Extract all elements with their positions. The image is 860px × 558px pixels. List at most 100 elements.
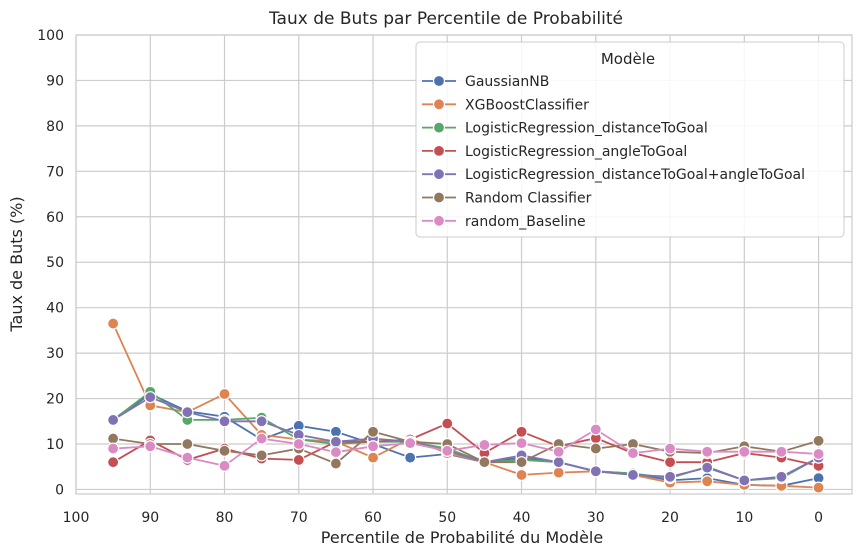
data-point xyxy=(626,446,640,460)
legend-marker xyxy=(432,191,446,204)
legend-entry: LogisticRegression_distanceToGoal+angleT… xyxy=(422,167,805,183)
y-tick-label: 50 xyxy=(46,255,64,271)
x-tick-label: 90 xyxy=(141,510,159,526)
legend-marker xyxy=(432,74,446,88)
legend-entry: LogisticRegression_angleToGoal xyxy=(422,144,687,160)
y-tick-label: 60 xyxy=(46,210,64,226)
y-tick-label: 90 xyxy=(46,73,64,89)
data-point xyxy=(218,459,231,472)
y-tick-labels: 0 10 20 30 40 50 60 70 80 90 100 xyxy=(37,28,64,498)
data-point xyxy=(441,417,454,430)
legend-entry: LogisticRegression_distanceToGoal xyxy=(422,121,708,137)
data-point xyxy=(663,442,677,455)
data-point xyxy=(255,449,268,462)
data-point xyxy=(738,445,751,458)
series-line xyxy=(112,422,819,467)
data-point xyxy=(255,432,268,445)
data-point xyxy=(812,447,825,461)
legend-marker xyxy=(432,98,446,111)
data-point xyxy=(515,456,528,469)
data-point xyxy=(626,468,640,482)
data-point xyxy=(107,442,120,455)
data-point xyxy=(144,391,157,404)
data-point xyxy=(738,474,751,487)
data-point xyxy=(775,470,788,483)
data-point xyxy=(181,437,194,451)
x-tick-label: 0 xyxy=(814,510,823,526)
legend-entry: Random Classifier xyxy=(422,191,592,207)
x-tick-label: 30 xyxy=(587,510,605,526)
data-point xyxy=(552,466,565,479)
x-tick-labels: 100 90 80 70 60 50 40 30 20 10 0 xyxy=(63,510,823,526)
series-line xyxy=(112,430,819,465)
x-axis-label: Percentile de Probabilité du Modèle xyxy=(321,528,603,547)
data-point xyxy=(329,425,343,438)
data-point xyxy=(515,437,528,450)
data-point xyxy=(107,432,120,445)
legend-label: Random Classifier xyxy=(465,191,592,207)
data-point xyxy=(701,475,714,488)
data-point xyxy=(292,453,305,467)
data-point xyxy=(366,451,380,464)
data-point xyxy=(515,425,528,438)
y-tick-label: 0 xyxy=(55,482,64,498)
data-point xyxy=(812,481,825,494)
data-point xyxy=(589,423,602,436)
y-tick-label: 30 xyxy=(46,346,64,362)
x-tick-label: 10 xyxy=(735,510,753,526)
series-line xyxy=(113,428,819,467)
data-point xyxy=(478,456,491,469)
data-point xyxy=(366,425,380,438)
data-point xyxy=(812,434,825,447)
data-point xyxy=(701,461,714,474)
legend-items: GaussianNB XGBoostClassifier LogisticRegre… xyxy=(422,74,805,230)
x-tick-label: 60 xyxy=(364,510,382,526)
x-tick-label: 70 xyxy=(290,510,308,526)
y-tick-label: 100 xyxy=(37,28,64,44)
legend-entry: random_Baseline xyxy=(422,214,586,230)
legend-marker xyxy=(432,121,446,134)
x-tick-label: 40 xyxy=(513,510,531,526)
data-point xyxy=(329,446,343,459)
x-tick-label: 20 xyxy=(661,510,679,526)
series-0 xyxy=(107,387,825,492)
series-line xyxy=(112,323,819,489)
data-point xyxy=(144,440,157,453)
data-point xyxy=(218,387,231,401)
legend-label: random_Baseline xyxy=(465,214,586,230)
data-point xyxy=(775,445,788,458)
data-point xyxy=(404,451,417,464)
series-line xyxy=(112,392,819,487)
data-point xyxy=(329,435,343,448)
data-point xyxy=(663,456,677,469)
data-point xyxy=(218,444,231,457)
legend: Modèle GaussianNB XGBoostClassifier Logist… xyxy=(415,41,845,238)
series-line xyxy=(112,396,820,482)
data-point xyxy=(701,445,714,458)
data-point xyxy=(181,406,194,419)
legend-label: LogisticRegression_distanceToGoal+angleT… xyxy=(465,167,805,183)
series-layer xyxy=(107,317,825,494)
legend-entry: GaussianNB xyxy=(422,74,549,90)
data-point xyxy=(329,457,343,470)
legend-label: GaussianNB xyxy=(465,74,549,90)
series-1 xyxy=(107,317,825,494)
legend-marker xyxy=(432,144,446,157)
data-point xyxy=(478,438,491,452)
plot-frame xyxy=(75,34,853,495)
y-tick-label: 20 xyxy=(46,392,64,408)
legend-marker xyxy=(432,214,446,227)
data-point xyxy=(404,437,417,450)
data-point xyxy=(181,451,194,464)
data-point xyxy=(107,317,120,330)
data-point xyxy=(589,465,602,478)
x-tick-label: 50 xyxy=(438,510,456,526)
data-point xyxy=(255,415,268,428)
series-6 xyxy=(107,423,825,472)
x-tick-label: 100 xyxy=(63,510,90,526)
legend-marker xyxy=(432,168,446,181)
y-tick-label: 40 xyxy=(46,301,64,317)
data-point xyxy=(441,444,454,457)
y-axis-label: Taux de Buts (%) xyxy=(7,196,26,332)
